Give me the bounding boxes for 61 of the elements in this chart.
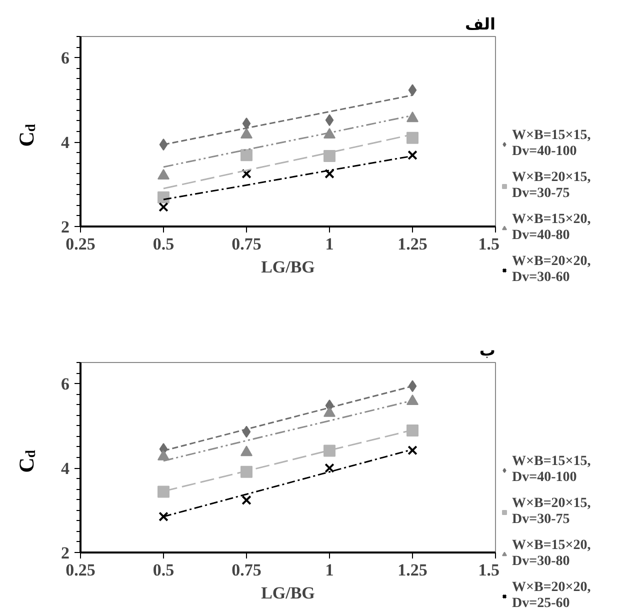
point [240, 149, 252, 162]
point [406, 394, 418, 406]
x-tick-label: 0.75 [232, 234, 262, 254]
point [406, 112, 418, 122]
point [324, 444, 336, 457]
legend-label: W×B=20×20, Dv=25-60 [512, 580, 591, 612]
x-tick-label: 0.5 [152, 234, 174, 254]
y-axis-title: Cd [14, 124, 40, 147]
point [324, 463, 334, 473]
y-tick-label: 4 [61, 459, 70, 478]
line-series [162, 448, 414, 518]
x-tick-label: 1.25 [398, 234, 428, 254]
point [158, 168, 170, 180]
x-axis-title: LG/BG [261, 584, 315, 602]
chart-title: ب [479, 340, 496, 360]
y-tick-label: 4 [61, 133, 70, 152]
point [406, 132, 418, 144]
point [158, 191, 170, 204]
chart-title: الف [464, 14, 496, 34]
legend-label: W×B=20×15, Dv=30-75 [512, 496, 591, 528]
legend-label: W×B=20×20, Dv=30-60 [512, 254, 591, 286]
point [240, 128, 252, 139]
point [406, 424, 418, 436]
point [242, 168, 252, 179]
x-tick-label: 1 [325, 560, 334, 580]
point [408, 445, 418, 456]
point [158, 450, 170, 460]
point [242, 426, 251, 438]
y-tick-label: 2 [61, 218, 70, 236]
point [159, 138, 168, 151]
x-tick-label: 1 [325, 234, 334, 254]
y-tick-label: 6 [61, 374, 70, 394]
point [242, 117, 251, 130]
point [158, 486, 170, 498]
legend-label: W×B=15×20, Dv=30-80 [512, 538, 591, 570]
x-tick-label: 0.25 [66, 560, 96, 580]
x-tick-label: 1.5 [478, 560, 500, 580]
point [240, 446, 252, 456]
legend-label: W×B=15×15, Dv=40-100 [512, 454, 591, 486]
point [408, 380, 417, 392]
point [324, 406, 336, 417]
point [158, 202, 168, 212]
x-axis-title: LG/BG [261, 258, 315, 276]
point [408, 84, 417, 96]
y-axis-title: Cd [14, 450, 40, 473]
point [242, 495, 252, 506]
legend-label: W×B=15×20, Dv=40-80 [512, 212, 591, 244]
x-tick-label: 0.75 [232, 560, 262, 580]
x-tick-label: 0.25 [66, 234, 96, 254]
x-tick-label: 0.5 [152, 560, 174, 580]
point [408, 150, 418, 160]
legend-label: W×B=20×15, Dv=30-75 [512, 170, 591, 202]
x-tick-label: 1.5 [478, 234, 500, 254]
point [324, 150, 336, 162]
y-tick-label: 6 [61, 48, 70, 68]
point [324, 168, 334, 179]
point [158, 512, 168, 522]
legend-label: W×B=15×15, Dv=40-100 [512, 128, 591, 160]
y-tick-label: 2 [61, 544, 70, 562]
x-tick-label: 1.25 [398, 560, 428, 580]
point [325, 114, 334, 126]
